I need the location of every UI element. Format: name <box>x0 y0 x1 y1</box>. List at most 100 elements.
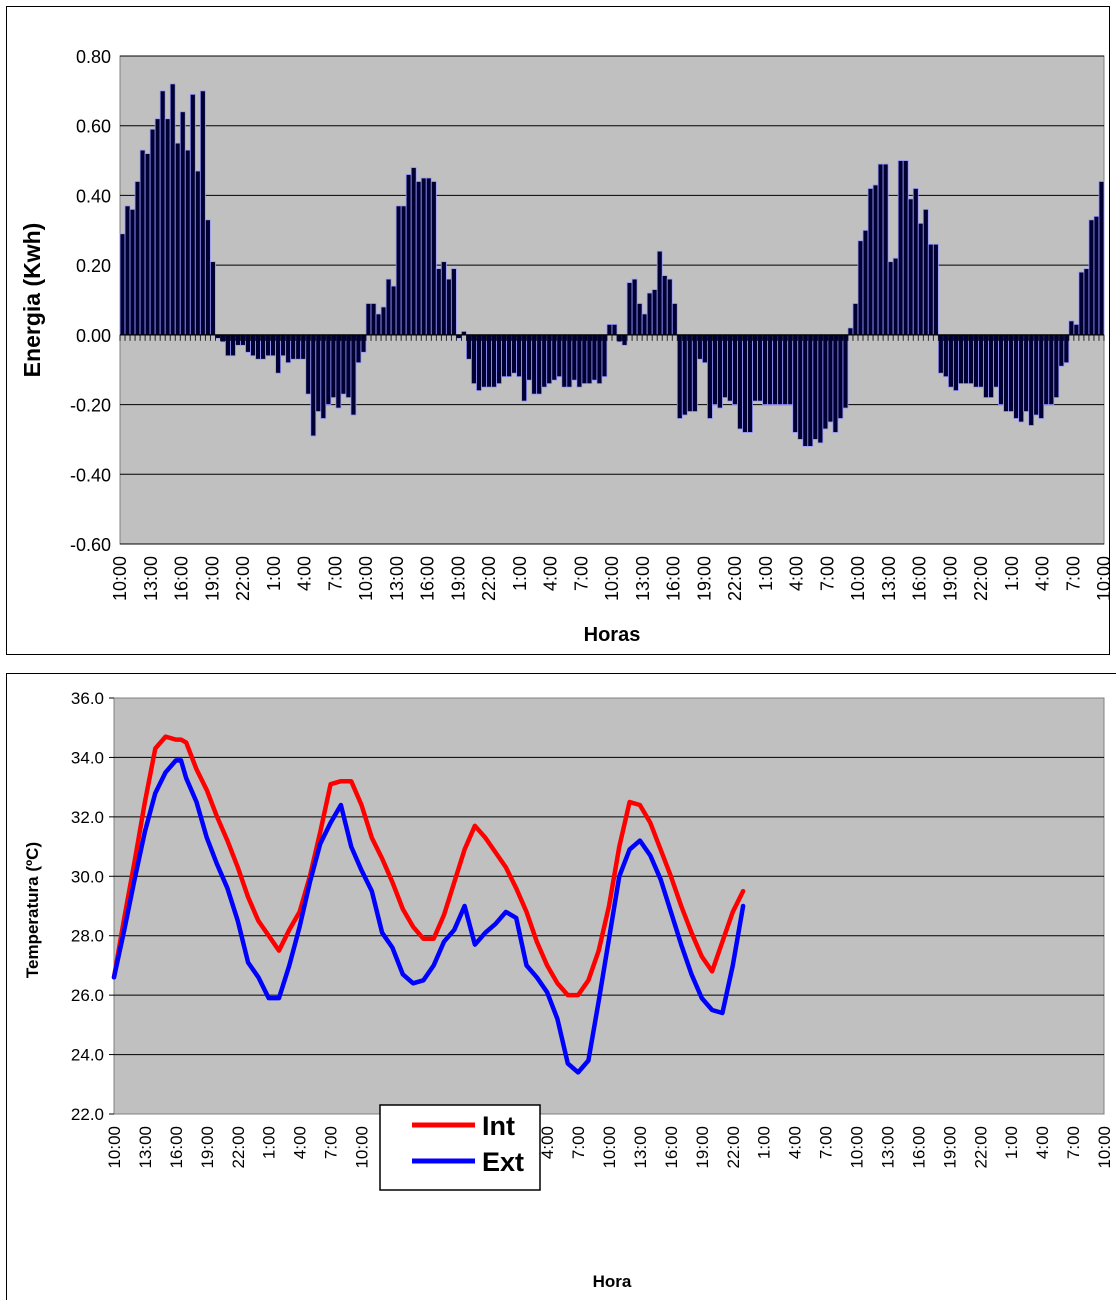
chart2-x-tick: 4:00 <box>786 1126 805 1159</box>
energy-bar <box>355 334 362 364</box>
chart1-x-tick: 22:00 <box>725 556 745 601</box>
energy-bar <box>184 149 191 336</box>
energy-bar <box>993 334 999 388</box>
chart1-y-tick: 0.80 <box>76 47 111 67</box>
energy-bar <box>782 334 789 405</box>
chart1-y-tick: -0.20 <box>70 396 111 416</box>
series-line-ext <box>111 758 746 1075</box>
energy-bar <box>666 278 673 336</box>
chart1-x-tick: 19:00 <box>202 556 222 601</box>
energy-bar <box>134 181 141 336</box>
energy-bar <box>917 222 924 336</box>
chart1-x-tick: 4:00 <box>1033 556 1053 591</box>
chart1-x-tick: 10:00 <box>848 556 868 601</box>
energy-bar <box>1053 334 1060 398</box>
chart1-y-tick: 0.40 <box>76 186 111 206</box>
legend-ext-label: Ext <box>482 1147 524 1177</box>
energy-bar <box>139 149 146 336</box>
energy-bar <box>752 334 758 402</box>
energy-bar <box>340 334 347 395</box>
energy-bar <box>370 303 377 336</box>
chart1-x-tick: 7:00 <box>325 556 345 591</box>
energy-bar <box>300 334 307 360</box>
energy-bar <box>350 334 357 416</box>
chart2-x-tick: 19:00 <box>693 1126 712 1169</box>
chart1-x-axis-title: Horas <box>584 624 641 646</box>
energy-bar <box>330 334 337 398</box>
chart1-y-tick: 0.00 <box>76 326 111 346</box>
energy-bar <box>235 334 241 346</box>
energy-bar <box>1048 334 1055 405</box>
energy-bar <box>772 334 779 405</box>
energy-bar <box>1088 219 1095 336</box>
energy-bar <box>440 261 447 336</box>
energy-bar <box>827 334 834 423</box>
chart2-x-tick: 10:00 <box>600 1126 619 1169</box>
chart1-x-tick-labels: 10:00 13:00 16:00 19:00 22:00 1:00 4:00 7:00 10:… <box>110 556 1114 601</box>
chart2-x-tick: 19:00 <box>940 1126 959 1169</box>
chart2-x-tick: 10:00 <box>1095 1126 1114 1169</box>
chart1-x-tick: 10:00 <box>356 556 376 601</box>
energy-bar <box>496 334 502 385</box>
energy-bar <box>937 334 944 374</box>
chart1-x-tick: 7:00 <box>817 556 837 591</box>
energy-bar <box>124 205 131 336</box>
chart2-x-tick: 1:00 <box>755 1126 774 1159</box>
chart1-x-tick: 13:00 <box>633 556 653 601</box>
energy-bar <box>701 334 708 364</box>
energy-bar <box>1083 268 1090 336</box>
series-line-int <box>111 734 746 998</box>
energy-bar <box>1098 181 1105 336</box>
energy-bar <box>541 334 548 388</box>
chart2-x-tick: 4:00 <box>1033 1126 1052 1159</box>
chart2-y-tick-labels: 36.0 34.0 32.0 30.0 28.0 26.0 24.0 22.0 <box>71 689 104 1124</box>
energy-bar <box>616 334 623 343</box>
chart1-x-tick: 1:00 <box>264 556 284 591</box>
chart2-x-tick: 7:00 <box>1064 1126 1083 1159</box>
energy-bar <box>641 313 648 336</box>
energy-bar <box>1063 334 1070 364</box>
energy-bar <box>375 313 382 336</box>
energy-bar <box>792 334 799 433</box>
energy-bar <box>280 334 287 357</box>
chart1-y-tick-labels: 0.80 0.60 0.40 0.20 0.00 -0.20 -0.40 -0.60 <box>70 47 111 555</box>
energy-bar <box>1028 334 1035 426</box>
chart2-x-tick: 10:00 <box>105 1126 124 1169</box>
legend-box <box>379 1104 541 1191</box>
energy-bar <box>832 334 839 433</box>
chart2-x-tick: 13:00 <box>136 1126 155 1169</box>
chart2-x-tick: 22:00 <box>724 1126 743 1169</box>
chart2-x-tick: 1:00 <box>260 1126 279 1159</box>
energy-bar <box>671 303 678 336</box>
energy-bar <box>797 334 804 440</box>
energy-bar <box>1003 334 1010 412</box>
energy-bar <box>978 334 984 388</box>
chart2-y-tick: 34.0 <box>71 748 104 767</box>
energy-bar <box>807 334 814 447</box>
chart2-x-tick: 7:00 <box>569 1126 588 1159</box>
energy-bar <box>220 334 226 343</box>
energy-bar <box>747 334 753 433</box>
energy-bar <box>706 334 713 419</box>
chart2-y-tick: 28.0 <box>71 927 104 946</box>
energy-bar <box>867 188 874 336</box>
energy-bar <box>722 334 728 398</box>
energy-bar <box>581 334 588 385</box>
energy-bar <box>174 142 181 336</box>
energy-bar <box>1018 334 1025 423</box>
chart1-x-tick: 4:00 <box>541 556 561 591</box>
energy-bar <box>606 323 613 336</box>
energy-bar <box>897 160 904 336</box>
chart1-y-tick: -0.40 <box>70 465 111 485</box>
energy-bar <box>149 128 156 336</box>
energy-bar <box>521 334 528 402</box>
chart1-x-tick: 1:00 <box>510 556 530 591</box>
chart2-x-tick: 22:00 <box>971 1126 990 1169</box>
energy-bar <box>526 334 533 381</box>
chart1-x-tick: 16:00 <box>910 556 930 601</box>
energy-bar <box>1008 334 1015 412</box>
energy-bar <box>566 334 573 388</box>
energy-bar <box>511 334 518 374</box>
energy-bar <box>686 334 693 412</box>
chart2-x-tick: 16:00 <box>909 1126 928 1169</box>
